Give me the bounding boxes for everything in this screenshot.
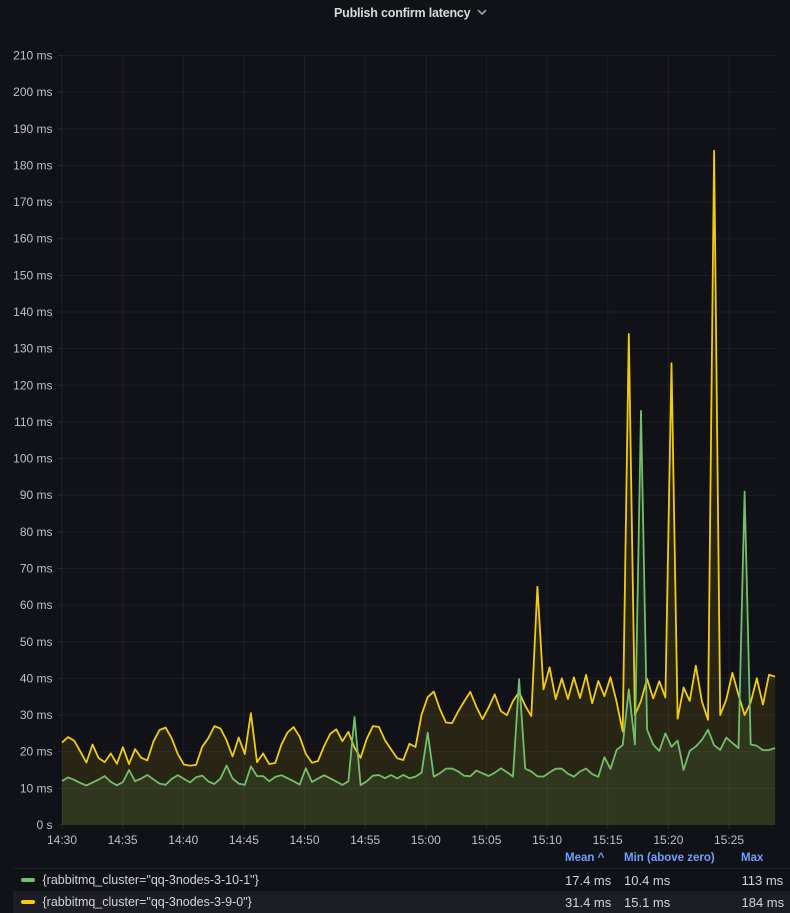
svg-text:140 ms: 140 ms — [13, 305, 52, 319]
svg-text:190 ms: 190 ms — [13, 122, 52, 136]
svg-text:90 ms: 90 ms — [20, 488, 53, 502]
svg-text:180 ms: 180 ms — [13, 158, 52, 172]
svg-text:120 ms: 120 ms — [13, 378, 52, 392]
svg-text:10 ms: 10 ms — [20, 781, 53, 795]
svg-text:170 ms: 170 ms — [13, 195, 52, 209]
svg-text:20 ms: 20 ms — [20, 745, 53, 759]
svg-text:0 s: 0 s — [36, 818, 52, 832]
svg-text:15:25: 15:25 — [714, 833, 744, 846]
svg-text:40 ms: 40 ms — [20, 671, 53, 685]
svg-text:14:55: 14:55 — [350, 833, 380, 846]
svg-text:50 ms: 50 ms — [20, 635, 53, 649]
svg-text:80 ms: 80 ms — [20, 525, 53, 539]
svg-text:15:15: 15:15 — [593, 833, 623, 846]
svg-text:110 ms: 110 ms — [14, 415, 52, 429]
svg-text:14:35: 14:35 — [108, 833, 138, 846]
svg-text:70 ms: 70 ms — [20, 562, 53, 576]
svg-text:15:00: 15:00 — [411, 833, 441, 846]
svg-text:60 ms: 60 ms — [20, 598, 53, 612]
svg-text:14:50: 14:50 — [289, 833, 319, 846]
svg-text:14:40: 14:40 — [168, 833, 198, 846]
svg-text:100 ms: 100 ms — [13, 452, 52, 466]
svg-text:30 ms: 30 ms — [20, 708, 53, 722]
svg-text:15:20: 15:20 — [653, 833, 683, 846]
svg-text:210 ms: 210 ms — [13, 49, 52, 63]
svg-text:15:10: 15:10 — [532, 833, 562, 846]
svg-text:200 ms: 200 ms — [13, 85, 52, 99]
svg-text:14:45: 14:45 — [229, 833, 259, 846]
svg-text:150 ms: 150 ms — [13, 268, 52, 282]
svg-text:15:05: 15:05 — [471, 833, 501, 846]
svg-text:14:30: 14:30 — [47, 833, 77, 846]
svg-text:160 ms: 160 ms — [13, 232, 52, 246]
svg-text:130 ms: 130 ms — [13, 342, 52, 356]
